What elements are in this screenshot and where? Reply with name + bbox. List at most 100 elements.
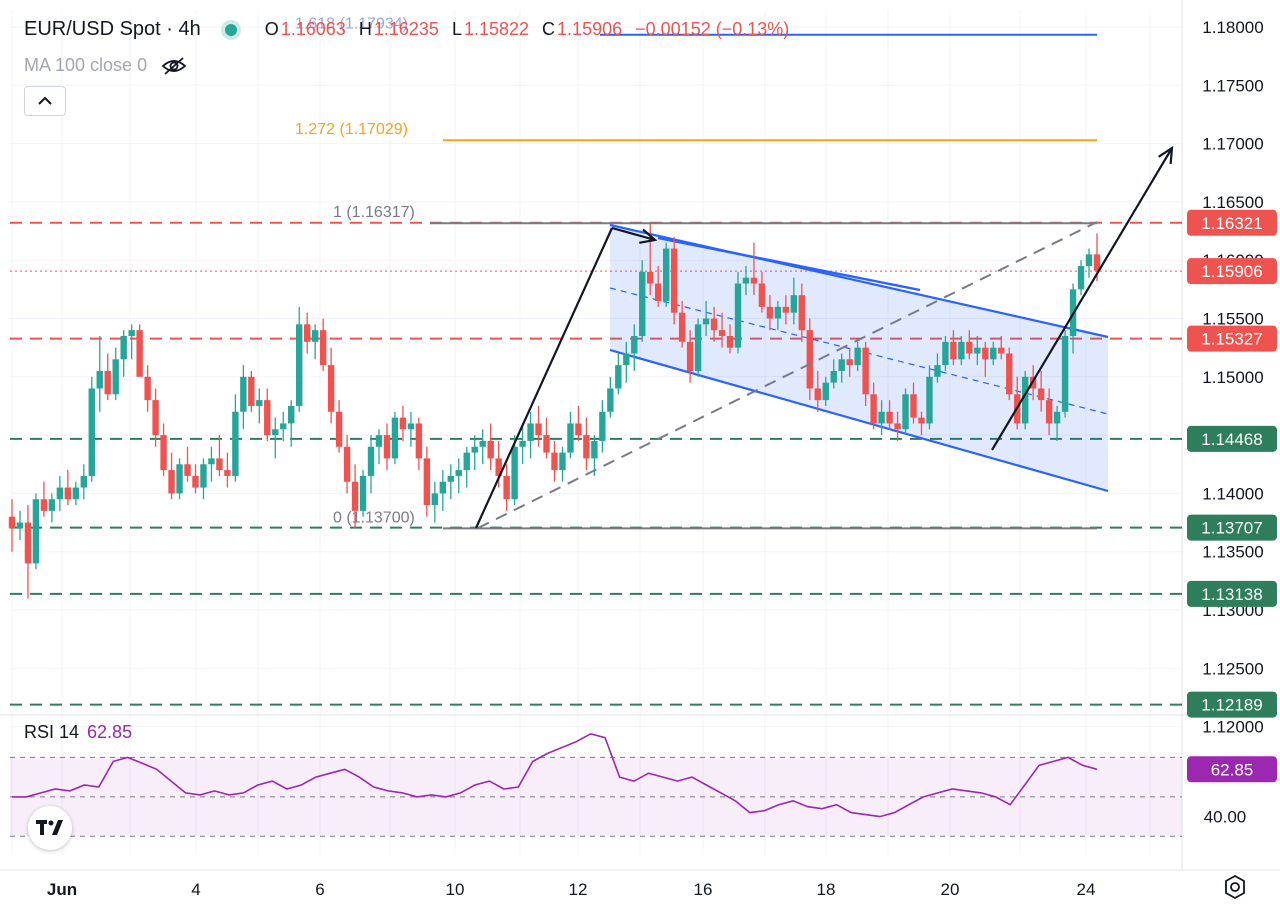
candle-body xyxy=(894,423,901,430)
candle-body xyxy=(639,271,646,336)
candle-body xyxy=(359,475,367,511)
price-level-badge-label: 1.12189 xyxy=(1201,696,1262,715)
fib-level-label: 1.272 (1.17029) xyxy=(295,121,408,138)
candle-body xyxy=(551,452,558,471)
candle-body xyxy=(296,324,303,406)
candle-body xyxy=(224,470,231,476)
candle-body xyxy=(886,411,893,424)
candle-body xyxy=(168,470,175,494)
time-tick-label: 24 xyxy=(1077,880,1096,899)
high-label: H xyxy=(358,19,372,39)
candle-body xyxy=(878,411,885,424)
candle-body xyxy=(990,347,997,360)
candle-body xyxy=(383,435,391,459)
candle-body xyxy=(112,359,119,395)
candle-body xyxy=(631,335,638,354)
high-value: 1.16235 xyxy=(373,19,439,39)
candle-body xyxy=(607,388,614,412)
candle-body xyxy=(479,440,486,447)
candles xyxy=(8,222,1101,599)
candle-body xyxy=(1021,376,1029,424)
candle-body xyxy=(200,464,207,488)
candle-body xyxy=(710,318,718,331)
channel-lower-line xyxy=(609,348,1109,493)
candle-body xyxy=(176,464,183,494)
candle-body xyxy=(136,330,143,377)
candle-body xyxy=(56,487,64,500)
candle-body xyxy=(495,458,502,476)
time-tick-label: Jun xyxy=(47,880,77,899)
time-tick-label: 4 xyxy=(191,880,200,899)
price-tick-label: 1.16500 xyxy=(1202,193,1263,212)
candle-body xyxy=(351,481,359,511)
low-label: L xyxy=(451,19,462,39)
symbol-title[interactable]: EUR/USD Spot · 4h xyxy=(24,18,201,40)
candle-body xyxy=(343,446,351,482)
candle-body xyxy=(686,341,694,371)
channel-upper-line xyxy=(609,223,1109,339)
candle-body xyxy=(814,388,821,401)
time-axis: Jun 4 6 10 12 16 18 20 24 xyxy=(0,869,1280,899)
candle-body xyxy=(798,295,806,331)
candle-body xyxy=(327,365,335,412)
price-tick-label: 1.17500 xyxy=(1202,76,1263,95)
settings-gear-icon[interactable] xyxy=(1222,874,1248,900)
candle-body xyxy=(655,283,662,302)
ma-indicator-legend[interactable]: MA 100 close 0 xyxy=(24,55,187,76)
candle-body xyxy=(782,306,790,313)
candle-body xyxy=(766,306,774,319)
candle-body xyxy=(439,481,447,494)
candle-body xyxy=(487,440,494,459)
time-tick-label: 6 xyxy=(315,880,324,899)
price-level-badge xyxy=(1187,691,1277,718)
candle-body xyxy=(88,388,95,476)
candle-body xyxy=(407,423,415,430)
market-status-dot xyxy=(224,23,237,36)
price-tick-label: 1.12000 xyxy=(1202,718,1263,737)
tradingview-logo[interactable] xyxy=(28,806,72,850)
price-level-badge xyxy=(1187,209,1277,236)
candle-body xyxy=(232,411,239,476)
candle-body xyxy=(240,376,247,412)
candle-body xyxy=(96,370,103,389)
candle-body xyxy=(838,359,845,371)
candle-body xyxy=(399,417,407,430)
rsi-value-badge xyxy=(1187,756,1277,783)
candle-body xyxy=(958,341,965,360)
price-tick-label: 1.12500 xyxy=(1202,659,1263,678)
candle-body xyxy=(862,347,869,395)
rsi-legend[interactable]: RSI 14 62.85 xyxy=(24,722,132,743)
price-level-badge xyxy=(1187,325,1277,352)
candle-body xyxy=(567,423,574,453)
price-level-badge-label: 1.15327 xyxy=(1201,330,1262,349)
fib-level-label: 1.618 (1.17934) xyxy=(295,16,408,33)
candle-body xyxy=(774,306,782,319)
candle-body xyxy=(64,487,72,500)
candle-body xyxy=(918,417,925,424)
candle-body xyxy=(367,446,375,476)
candle-body xyxy=(678,312,686,342)
candle-body xyxy=(527,423,534,441)
rsi-label: RSI 14 xyxy=(24,722,80,742)
price-tick-label: 1.18000 xyxy=(1202,18,1263,37)
collapse-legend-button[interactable] xyxy=(24,86,66,116)
candle-body xyxy=(950,341,957,360)
candle-body xyxy=(599,411,606,441)
candle-body xyxy=(790,295,798,313)
candle-body xyxy=(806,330,813,389)
candle-body xyxy=(575,423,582,436)
candle-body xyxy=(966,341,973,354)
candle-body xyxy=(184,464,191,476)
candle-body xyxy=(870,394,877,424)
candle-body xyxy=(535,423,542,436)
change-value: −0.00152 (−0.13%) xyxy=(635,19,790,39)
candle-body xyxy=(702,318,710,325)
impulse-arrow-head xyxy=(639,228,658,244)
eye-hidden-icon[interactable] xyxy=(161,56,187,76)
ma-label: MA 100 close 0 xyxy=(24,55,148,75)
drawings xyxy=(474,145,1174,529)
close-label: C xyxy=(542,19,556,39)
candle-body xyxy=(1061,335,1069,412)
impulse-line xyxy=(474,227,614,529)
projection-arrow-head xyxy=(1158,145,1174,165)
